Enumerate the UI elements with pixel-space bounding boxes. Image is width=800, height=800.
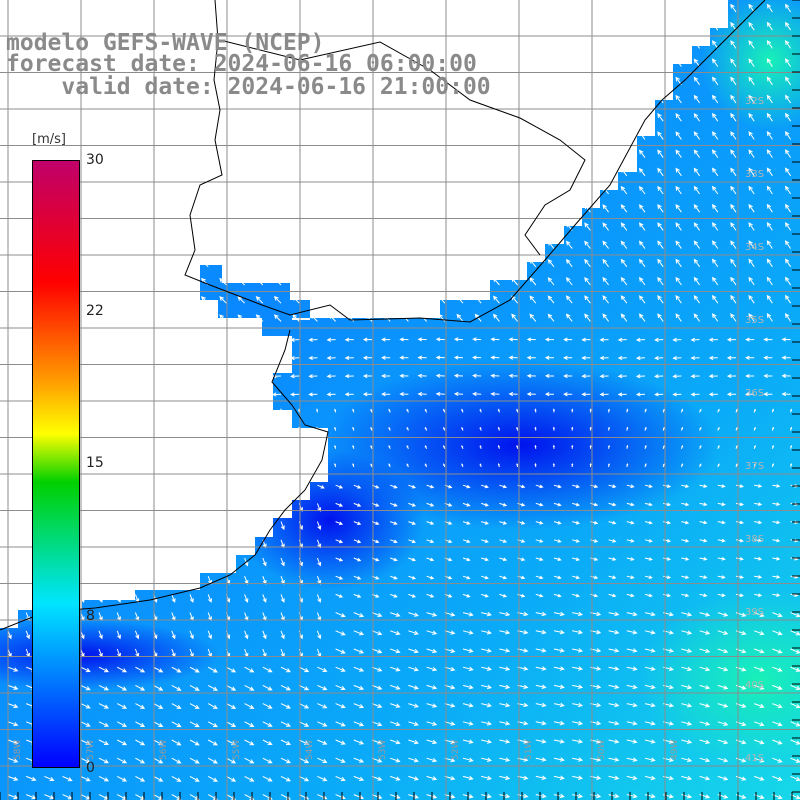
colorbar	[32, 160, 80, 768]
color-legend: [m/s] 30 22 15 8 0	[0, 130, 120, 790]
lat-label-32S: 32S	[745, 96, 764, 107]
lat-label-33S: 33S	[745, 169, 764, 180]
legend-tick-0: 0	[86, 760, 95, 776]
lat-label-35S: 35S	[745, 315, 764, 326]
lon-label-57W: 57W	[86, 740, 96, 760]
model-title: modelo GEFS-WAVE (NCEP)	[6, 30, 325, 56]
legend-unit: [m/s]	[32, 132, 66, 147]
lon-label-49W: 49W	[670, 740, 680, 760]
lat-label-39S: 39S	[745, 607, 764, 618]
lon-label-55W: 55W	[232, 740, 242, 760]
strong-wind-zone-north	[700, 0, 800, 130]
lat-label-37S: 37S	[745, 461, 764, 472]
lat-label-41S: 41S	[745, 753, 764, 764]
argentina-coastline	[0, 329, 329, 631]
calm-zone	[320, 360, 720, 530]
legend-tick-8: 8	[86, 608, 95, 624]
valid-date: valid date: 2024-06-16 21:00:00	[61, 74, 491, 100]
lon-label-51W: 51W	[524, 740, 534, 760]
legend-tick-15: 15	[86, 455, 104, 471]
lon-label-54W: 54W	[305, 740, 315, 760]
lon-label-56W: 56W	[159, 740, 169, 760]
forecast-date: forecast date: 2024-06-16 06:00:00	[6, 51, 477, 77]
lat-label-40S: 40S	[745, 680, 764, 691]
coastline	[184, 0, 766, 323]
lat-label-36S: 36S	[745, 388, 764, 399]
latitude-labels: 32S 33S 34S 35S 36S 37S 38S 39S 40S 41S	[745, 96, 764, 764]
legend-tick-22: 22	[86, 303, 104, 319]
lon-label-53W: 53W	[378, 740, 388, 760]
lat-label-38S: 38S	[745, 534, 764, 545]
lat-label-34S: 34S	[745, 242, 764, 253]
legend-tick-30: 30	[86, 152, 104, 168]
lon-label-50W: 50W	[597, 740, 607, 760]
strong-wind-zone	[640, 590, 800, 770]
longitude-labels: 58W 57W 56W 55W 54W 53W 52W 51W 50W 49W	[13, 740, 680, 760]
lagoon-outline	[219, 39, 586, 256]
lon-label-52W: 52W	[451, 740, 461, 760]
lon-label-58W: 58W	[13, 740, 23, 760]
